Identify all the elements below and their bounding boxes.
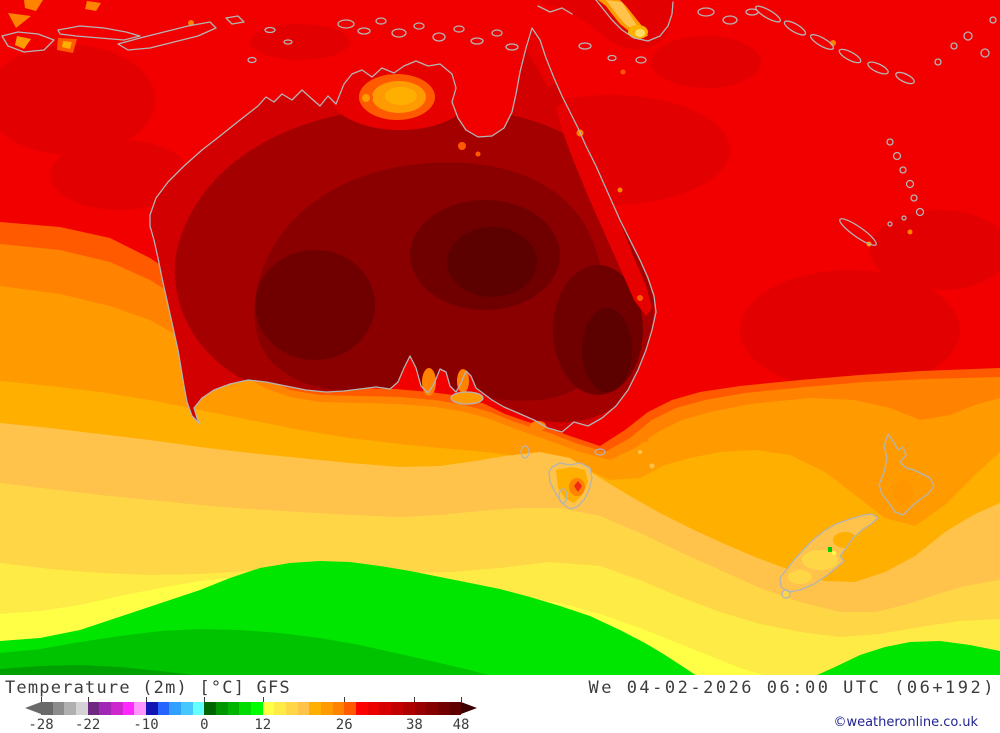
colorbar-segment — [321, 702, 333, 715]
colorbar-tick-label: 38 — [405, 717, 423, 733]
temperature-map — [0, 0, 1000, 676]
colorbar-segment — [87, 702, 100, 715]
colorbar-segment — [449, 702, 462, 715]
colorbar-segment — [332, 702, 345, 715]
colorbar-tick — [461, 697, 462, 702]
colorbar-tick-label: 0 — [200, 717, 209, 733]
colorbar-segment — [111, 702, 123, 715]
temperature-colorbar: -28 -22 -10 0 12 26 38 48 — [25, 697, 477, 733]
colorbar-segment — [414, 702, 427, 715]
colorbar-tick — [146, 697, 147, 702]
colorbar-segment — [134, 702, 147, 715]
colorbar-segment — [367, 702, 380, 715]
colorbar-tick — [87, 697, 89, 702]
colorbar-segment — [52, 702, 65, 715]
colorbar-tick-label: -10 — [133, 717, 159, 733]
colorbar-segment — [402, 702, 415, 715]
colorbar-segment — [309, 702, 322, 715]
colorbar-tick — [262, 697, 264, 702]
colorbar-tick — [414, 697, 416, 702]
colorbar-segment — [181, 702, 193, 715]
colorbar-segment — [356, 702, 368, 715]
coastlines — [1, 0, 997, 599]
colorbar-segment — [64, 702, 77, 715]
tasmania-hot-spot — [574, 481, 582, 492]
colorbar-segment — [157, 702, 170, 715]
colorbar-segment — [391, 702, 403, 715]
copyright-link[interactable]: ©weatheronline.co.uk — [833, 715, 978, 730]
colorbar-segment — [204, 702, 217, 715]
colorbar-segment — [297, 702, 310, 715]
colorbar-tick-label: 26 — [335, 717, 353, 733]
colorbar-segment — [437, 702, 450, 715]
colorbar-segment — [169, 702, 182, 715]
colorbar-tick — [344, 697, 346, 702]
colorbar-segment — [146, 702, 158, 715]
colorbar-tick — [41, 697, 42, 702]
australia-landmass — [150, 28, 656, 469]
map-datetime: We 04-02-2026 06:00 UTC (06+192) — [588, 678, 996, 698]
colorbar-segment — [41, 702, 53, 715]
nz-cold-spot — [828, 547, 832, 552]
footer: Temperature (2m) [°C] GFS We 04-02-2026 … — [0, 675, 1000, 733]
ocean-dark-patches — [0, 24, 1000, 390]
top-end-hot-spot — [359, 74, 435, 120]
colorbar-arrow-left-icon — [25, 702, 41, 714]
png-highlands — [538, 0, 674, 75]
colorbar-tick — [204, 697, 206, 702]
colorbar-scale: -28 -22 -10 0 12 26 38 48 — [28, 697, 469, 733]
colorbar-segment — [251, 702, 263, 715]
colorbar-segment — [344, 702, 357, 715]
tasmania — [549, 463, 592, 509]
colorbar-segment — [274, 702, 287, 715]
colorbar-segment — [227, 702, 240, 715]
colorbar-tick-label: 48 — [452, 717, 470, 733]
map-title: Temperature (2m) [°C] GFS — [5, 678, 291, 698]
colorbar-arrow-right-icon — [461, 702, 477, 714]
island-warm-patches — [8, 0, 913, 247]
colorbar-tick-label: -28 — [28, 717, 54, 733]
new-zealand — [780, 434, 934, 598]
southern-temperature-bands — [0, 222, 1000, 676]
colorbar-segment — [99, 702, 112, 715]
colorbar-tick-label: -22 — [74, 717, 101, 733]
colorbar-segment — [426, 702, 438, 715]
australia-interior-shading — [174, 30, 654, 423]
colorbar-segment — [122, 702, 135, 715]
coastal-warm-specks — [422, 129, 655, 469]
colorbar-segment — [379, 702, 392, 715]
colorbar-tick-label: 12 — [254, 717, 272, 733]
colorbar-segment — [262, 702, 275, 715]
colorbar-segment — [76, 702, 88, 715]
colorbar-segment — [192, 702, 205, 715]
colorbar-segment — [239, 702, 252, 715]
colorbar-segment — [216, 702, 228, 715]
colorbar-segment — [286, 702, 298, 715]
